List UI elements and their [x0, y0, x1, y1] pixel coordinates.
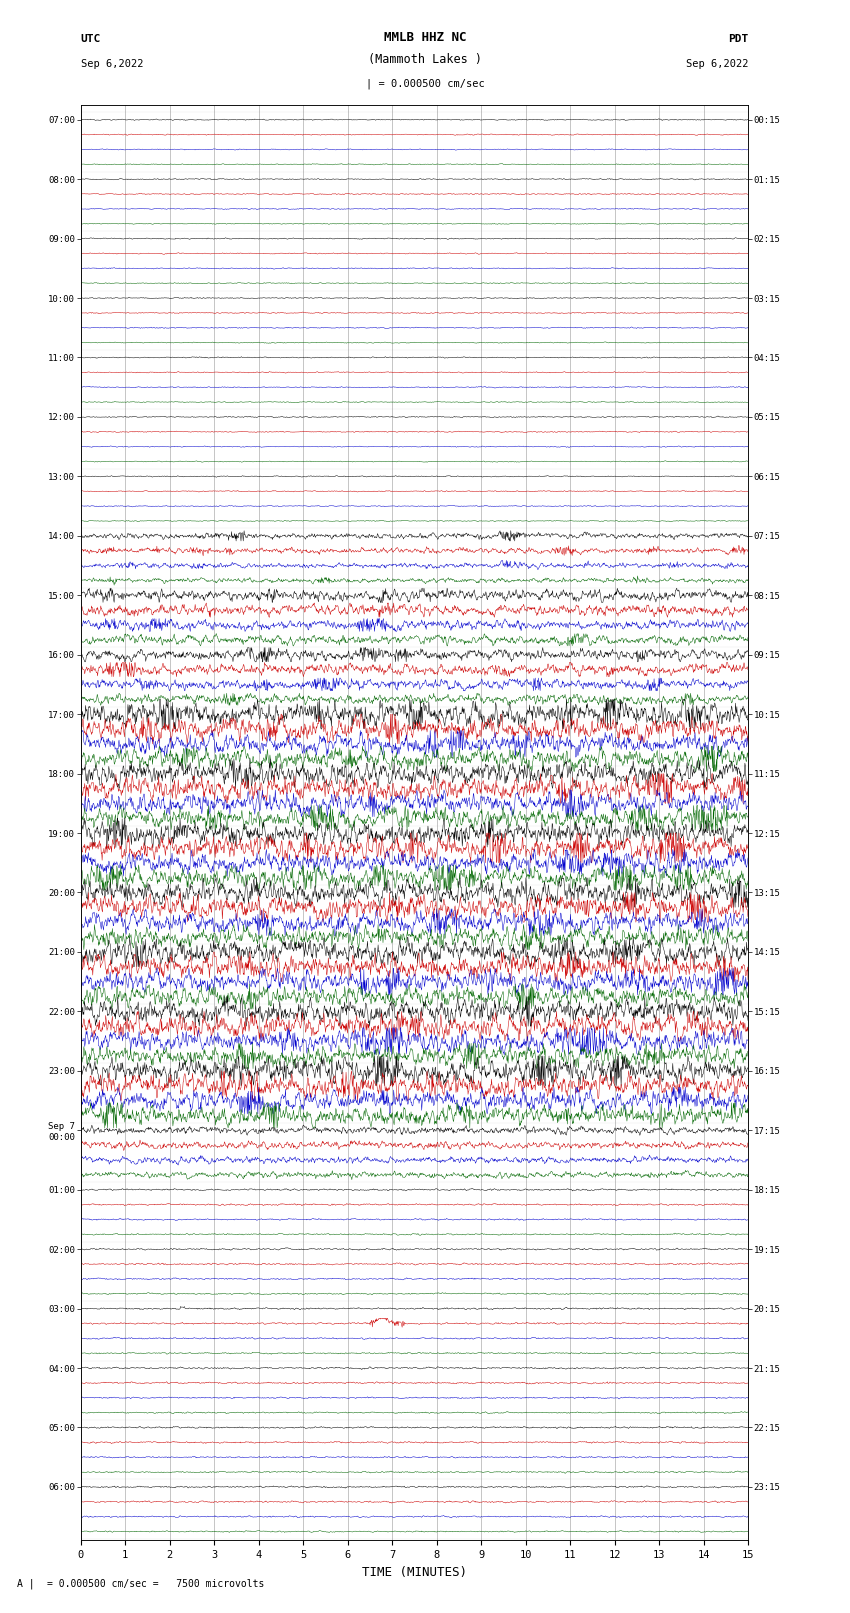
Text: = 0.000500 cm/sec =   7500 microvolts: = 0.000500 cm/sec = 7500 microvolts: [47, 1579, 264, 1589]
Text: Sep 6,2022: Sep 6,2022: [81, 60, 144, 69]
Text: UTC: UTC: [81, 34, 101, 44]
Text: | = 0.000500 cm/sec: | = 0.000500 cm/sec: [366, 77, 484, 89]
Text: A |: A |: [17, 1579, 35, 1589]
Text: Sep 6,2022: Sep 6,2022: [685, 60, 748, 69]
Text: MMLB HHZ NC: MMLB HHZ NC: [383, 31, 467, 44]
X-axis label: TIME (MINUTES): TIME (MINUTES): [362, 1566, 467, 1579]
Text: (Mammoth Lakes ): (Mammoth Lakes ): [368, 53, 482, 66]
Text: PDT: PDT: [728, 34, 748, 44]
